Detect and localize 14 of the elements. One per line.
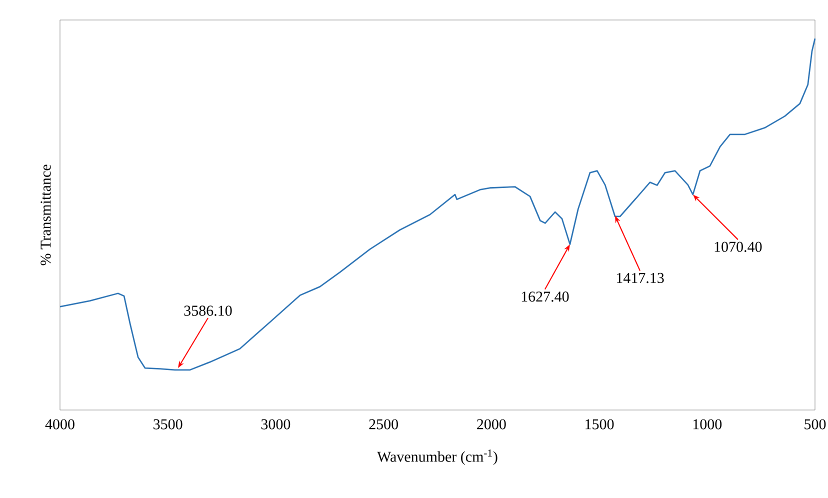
x-tick-label: 3000	[261, 419, 290, 430]
x-axis-title: Wavenumber (cm$^{-1}$)	[377, 450, 498, 465]
y-axis-title: % Transmittance	[40, 164, 51, 266]
x-tick-label: 4000	[45, 419, 74, 430]
x-tick-label: 2500	[369, 419, 398, 430]
annotation: 3586.10	[184, 306, 232, 316]
x-tick-label: 3500	[154, 419, 182, 430]
annotation: 1417.13	[616, 272, 664, 284]
annotation: 1627.40	[522, 292, 569, 302]
annotation: 1070.40	[714, 242, 762, 252]
x-tick-label: 2000	[477, 419, 506, 430]
x-tick-label: 1000	[693, 419, 722, 430]
x-tick-label: 1500	[586, 419, 614, 430]
x-tick-label: 500	[804, 419, 826, 430]
